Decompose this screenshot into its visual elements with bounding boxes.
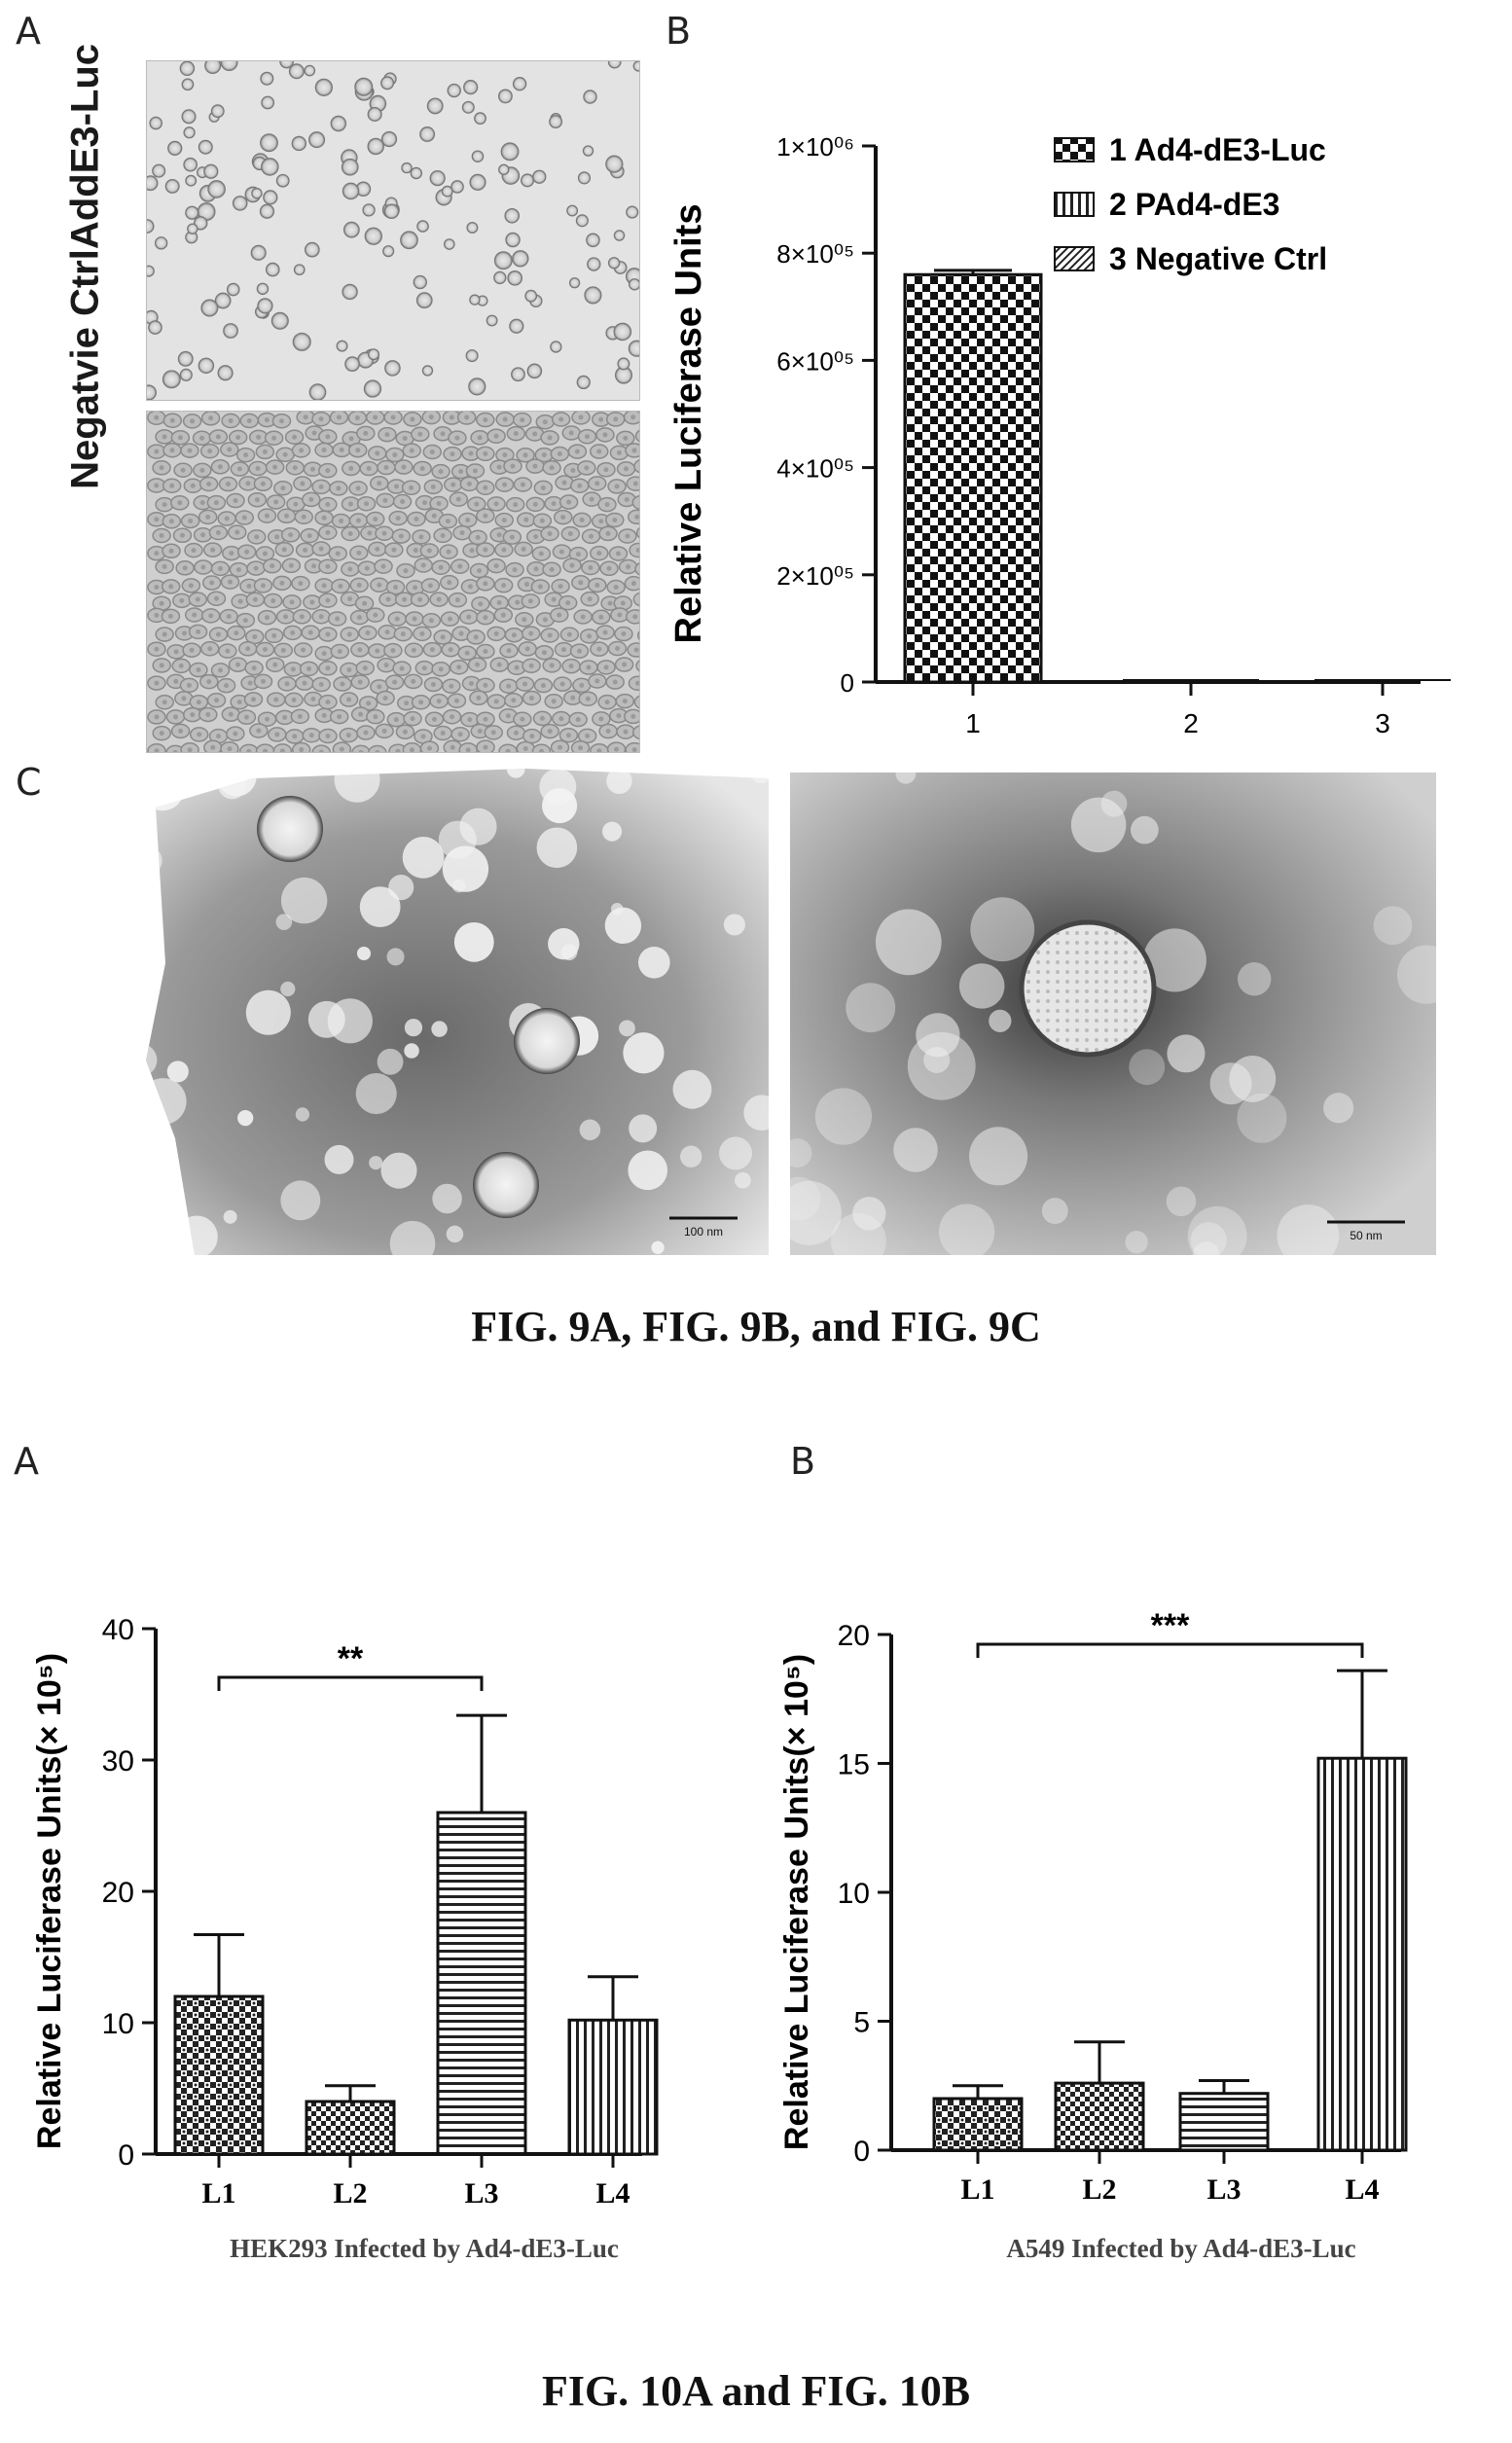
fig10a-x-axis-label: HEK293 Infected by Ad4-dE3-Luc: [230, 2234, 619, 2263]
scale-bar-1-label: 100 nm: [684, 1225, 723, 1239]
fig10a-chart: Relative Luciferase Units(× 10⁵) 0 10 20 30 4…: [31, 1614, 659, 2263]
fig10b-y-tick-label: 20: [838, 1620, 870, 1652]
fig10a-bar: [305, 2100, 396, 2156]
fig10a-bar: [567, 2018, 659, 2156]
fig9b-y-axis-label: Relative Luciferase Units: [668, 204, 709, 644]
fig10b-y-tick-label: 0: [853, 2136, 870, 2168]
fig9b-y-tick-label: 0: [841, 668, 854, 698]
fig9b-legend-swatch: [1054, 137, 1095, 162]
virion-particle: [257, 796, 323, 862]
fig9b-y-tick-label: 6×10⁰⁵: [776, 346, 854, 376]
fig9-caption: FIG. 9A, FIG. 9B, and FIG. 9C: [471, 1303, 1041, 1350]
scale-bar-2-label: 50 nm: [1350, 1229, 1382, 1242]
fig10b-y-axis-label: Relative Luciferase Units(× 10⁵): [778, 1654, 815, 2150]
fig10b-significance-bracket: [976, 1642, 1364, 1658]
fig10b-x-tick-label: L3: [1206, 2174, 1241, 2206]
fig9c-tem-right: 50 nm: [790, 772, 1436, 1255]
fig9b-panel-letter: B: [666, 10, 692, 53]
virion-particle-large: [1022, 922, 1154, 1055]
fig9a-micrograph-infected-image: [147, 61, 639, 400]
fig10a-y-tick-label: 40: [102, 1614, 134, 1646]
fig9a-micrograph-infected: [146, 60, 640, 401]
fig9b-x-tick-label: 1: [965, 708, 981, 738]
fig9b-bar: [903, 272, 1043, 684]
fig10a-y-tick-label: 10: [102, 2008, 134, 2040]
fig10a-x-tick-label: L3: [464, 2177, 498, 2209]
fig10a-y-tick-label: 0: [118, 2139, 134, 2172]
fig10b-chart: Relative Luciferase Units(× 10⁵) 0 5 10 15 20…: [778, 1607, 1408, 2263]
fig10a-x-tick-label: L1: [201, 2177, 235, 2209]
fig9b-legend-swatch: [1054, 246, 1095, 271]
fig10a-x-tick-label: L4: [595, 2177, 630, 2209]
fig10b-panel-letter: B: [790, 1440, 816, 1483]
fig9b-legend-label: 1 Ad4-dE3-Luc: [1109, 132, 1326, 167]
fig10b-y-tick-label: 10: [838, 1878, 870, 1910]
fig10a-y-tick-label: 20: [102, 1877, 134, 1909]
fig9b-legend-label: 3 Negative Ctrl: [1109, 241, 1327, 276]
fig10b-x-tick-label: L2: [1082, 2174, 1116, 2206]
fig10b-x-tick-label: L4: [1345, 2174, 1379, 2206]
fig9b-y-tick-label: 4×10⁰⁵: [776, 454, 854, 484]
fig10b-x-tick-label: L1: [960, 2174, 994, 2206]
fig9b-x-tick-label: 2: [1183, 708, 1199, 738]
virion-particle: [514, 1008, 580, 1074]
fig9a-panel-letter: A: [16, 10, 41, 53]
fig10-caption: FIG. 10A and FIG. 10B: [541, 2367, 971, 2415]
fig9c-panel-letter: C: [16, 761, 42, 804]
fig10a-y-axis-label: Relative Luciferase Units(× 10⁵): [31, 1653, 68, 2149]
fig10a-bar: [173, 1994, 265, 2156]
fig10a-y-tick-label: 30: [102, 1745, 134, 1778]
fig10b-bar: [1054, 2081, 1145, 2152]
fig10b-bar: [1316, 1756, 1408, 2152]
fig9b-legend-label: 2 PAd4-dE3: [1109, 187, 1279, 222]
fig10b-y-tick-label: 15: [838, 1749, 870, 1781]
fig10a-significance-bracket: [217, 1675, 484, 1691]
fig10a-panel-letter: A: [14, 1440, 39, 1483]
fig10b-bar: [932, 2097, 1024, 2152]
fig10b-y-tick-label: 5: [853, 2007, 870, 2039]
virion-particle: [473, 1152, 539, 1218]
fig9b-y-tick-label: 1×10⁰⁶: [776, 132, 854, 162]
fig10b-bar: [1178, 2092, 1270, 2152]
fig9a-bottom-label: Negatvie Ctrl: [63, 249, 107, 489]
fig9a-micrograph-control: [146, 411, 640, 753]
fig9b-x-tick-label: 3: [1375, 708, 1390, 738]
fig10a-bar: [436, 1811, 527, 2156]
fig9b-legend-swatch: [1054, 192, 1095, 217]
fig10b-x-axis-label: A549 Infected by Ad4-dE3-Luc: [1006, 2234, 1355, 2263]
fig10a-significance-label: **: [338, 1640, 364, 1677]
fig9c-tem-left: 100 nm: [146, 769, 769, 1255]
fig10a-x-tick-label: L2: [333, 2177, 367, 2209]
fig9b-chart: Relative Luciferase Units 0 2×10⁰⁵ 4×10⁰⁵ 6×…: [668, 132, 1451, 738]
fig9b-y-tick-label: 2×10⁰⁵: [776, 561, 854, 591]
fig9a-micrograph-control-image: [147, 412, 639, 752]
fig10b-significance-label: ***: [1151, 1607, 1190, 1644]
fig9b-y-tick-label: 8×10⁰⁵: [776, 239, 854, 269]
